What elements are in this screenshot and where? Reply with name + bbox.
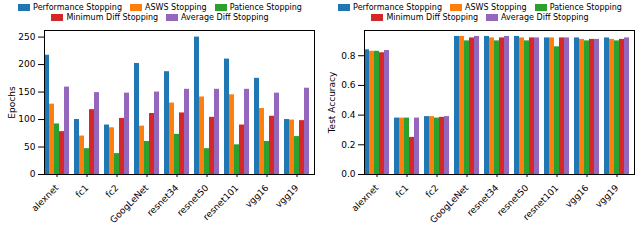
svg-text:fc1: fc1 xyxy=(394,183,411,200)
html-text:Performance Stopping: Performance Stopping xyxy=(33,2,122,12)
svg-text:GoogLeNet: GoogLeNet xyxy=(108,182,151,224)
svg-text:0.2: 0.2 xyxy=(341,140,355,150)
svg-text:resnet34: resnet34 xyxy=(465,183,501,219)
svg-text:resnet101: resnet101 xyxy=(201,183,240,222)
svg-text:100: 100 xyxy=(18,114,35,124)
svg-text:Test Accuracy: Test Accuracy xyxy=(327,71,337,134)
svg-text:resnet101: resnet101 xyxy=(521,183,560,222)
html-text:Minimum Diff Stopping: Minimum Diff Stopping xyxy=(66,12,159,22)
svg-text:50: 50 xyxy=(24,142,36,152)
svg-text:0.8: 0.8 xyxy=(341,51,356,61)
svg-text:vgg16: vgg16 xyxy=(563,183,590,210)
html-text:Patience Stopping: Patience Stopping xyxy=(549,2,622,12)
html-text:Performance Stopping: Performance Stopping xyxy=(353,2,442,12)
svg-text:0: 0 xyxy=(30,169,36,179)
html-text:ASWS Stopping: ASWS Stopping xyxy=(145,2,207,12)
svg-text:resnet34: resnet34 xyxy=(145,183,181,219)
svg-text:150: 150 xyxy=(18,87,35,97)
html-text:Average Diff Stopping: Average Diff Stopping xyxy=(501,12,589,22)
svg-text:alexnet: alexnet xyxy=(30,182,61,213)
svg-text:GoogLeNet: GoogLeNet xyxy=(428,182,471,224)
html-text:Patience Stopping: Patience Stopping xyxy=(229,2,302,12)
svg-text:resnet50: resnet50 xyxy=(495,182,531,218)
svg-text:0.4: 0.4 xyxy=(341,110,356,120)
svg-text:vgg19: vgg19 xyxy=(273,183,300,210)
svg-text:alexnet: alexnet xyxy=(350,182,381,213)
svg-text:fc2: fc2 xyxy=(424,183,441,200)
svg-text:0.0: 0.0 xyxy=(341,169,356,179)
svg-text:250: 250 xyxy=(18,32,35,42)
svg-text:vgg19: vgg19 xyxy=(593,183,620,210)
html-text:Minimum Diff Stopping: Minimum Diff Stopping xyxy=(386,12,479,22)
html-text:ASWS Stopping: ASWS Stopping xyxy=(465,2,527,12)
svg-text:fc2: fc2 xyxy=(104,183,121,200)
svg-text:200: 200 xyxy=(18,59,35,69)
svg-text:fc1: fc1 xyxy=(74,183,91,200)
svg-text:0.6: 0.6 xyxy=(341,80,356,90)
svg-text:vgg16: vgg16 xyxy=(243,183,270,210)
svg-text:Epochs: Epochs xyxy=(7,86,17,119)
html-text:Average Diff Stopping: Average Diff Stopping xyxy=(181,12,269,22)
svg-text:resnet50: resnet50 xyxy=(175,182,211,218)
